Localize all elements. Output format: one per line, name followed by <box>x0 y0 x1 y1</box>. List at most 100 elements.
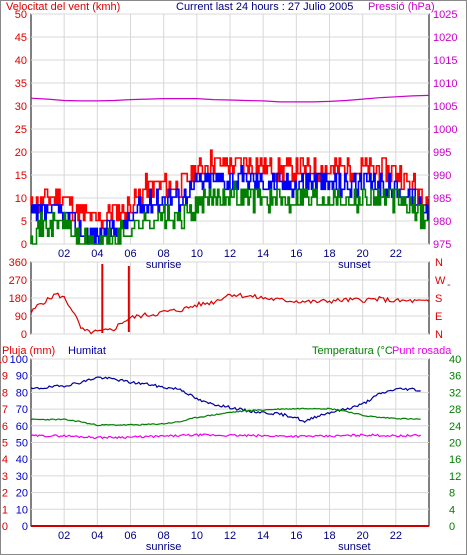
pressure-axis-tick: 985 <box>433 193 451 205</box>
temperature-axis-tick: 0 <box>449 521 455 533</box>
dewpoint-series <box>30 433 422 440</box>
temperature-axis-tick: 20 <box>449 438 461 450</box>
pressure-title: Pressió (hPa) <box>368 1 435 13</box>
hour-tick-label: 06 <box>124 248 136 260</box>
rain-axis-tick: 8 <box>2 387 8 399</box>
wind-axis-tick: 10 <box>15 193 27 205</box>
temperature-axis-tick: 4 <box>449 504 455 516</box>
temperature-legend: Temperatura (°C <box>312 345 393 357</box>
pressure-axis-tick: 995 <box>433 147 451 159</box>
hour-tick-label: 04 <box>91 530 103 542</box>
wind-axis-tick: 45 <box>15 32 27 44</box>
humidity-axis-tick: 30 <box>16 471 28 483</box>
pressure-axis-tick: 1000 <box>433 124 457 136</box>
sunrise-label: sunrise <box>146 541 181 553</box>
dewpoint-legend: Punt rosada <box>392 345 452 357</box>
rain-axis-tick: 6 <box>2 421 8 433</box>
hour-tick-label: 12 <box>224 530 236 542</box>
hour-tick-label: 20 <box>357 530 369 542</box>
hour-tick-label: 06 <box>124 530 136 542</box>
temperature-axis-tick: 16 <box>449 454 461 466</box>
temperature-axis-tick: 40 <box>449 354 461 366</box>
hour-tick-label: 08 <box>158 530 170 542</box>
humidity-axis-tick: 50 <box>16 438 28 450</box>
humidity-legend: Humitat <box>68 345 106 357</box>
rain-axis-tick: 9 <box>2 371 8 383</box>
chart-period-title: Current last 24 hours : 27 Julio 2005 <box>176 1 353 13</box>
wind-gust-series <box>30 149 429 230</box>
humidity-axis-tick: 90 <box>16 371 28 383</box>
hour-tick-label: 18 <box>323 248 335 260</box>
sunset-label: sunset <box>338 541 370 553</box>
pressure-axis-tick: 1025 <box>433 9 457 21</box>
humidity-series <box>30 376 421 423</box>
wind-axis-tick: 25 <box>15 124 27 136</box>
pressure-axis-tick: 980 <box>433 216 451 228</box>
hour-tick-label: 02 <box>58 530 70 542</box>
humidity-axis-tick: 80 <box>16 387 28 399</box>
compass-axis-tick: E <box>435 311 442 323</box>
grid-layer <box>31 13 429 527</box>
hour-tick-label: 12 <box>224 248 236 260</box>
direction-axis-tick: 180 <box>9 293 27 305</box>
temperature-axis-tick: 12 <box>449 471 461 483</box>
rain-axis-tick: 4 <box>2 454 8 466</box>
wind-axis-tick: 30 <box>15 101 27 113</box>
temperature-axis-tick: 8 <box>449 488 455 500</box>
wind-axis-tick: 5 <box>21 216 27 228</box>
hour-tick-label: 20 <box>357 248 369 260</box>
pressure-axis-tick: 990 <box>433 170 451 182</box>
humidity-axis-tick: 20 <box>16 488 28 500</box>
wind-axis-tick: 20 <box>15 147 27 159</box>
direction-axis-tick: 90 <box>15 311 27 323</box>
temperature-axis-tick: 36 <box>449 371 461 383</box>
rain-legend: Pluja (mm) <box>2 345 55 357</box>
hour-tick-label: 04 <box>91 248 103 260</box>
pressure-series <box>30 94 430 103</box>
rain-axis-tick: 5 <box>2 438 8 450</box>
series-layer <box>30 94 430 527</box>
pressure-axis-tick: 1010 <box>433 78 457 90</box>
compass-separator: - <box>447 279 451 291</box>
temperature-series <box>30 407 421 427</box>
wind-speed-title: Velocitat del vent (kmh) <box>6 1 120 13</box>
rain-axis-tick: 2 <box>2 488 8 500</box>
rain-axis-tick: 10 <box>0 354 8 366</box>
hour-tick-label: 18 <box>323 530 335 542</box>
wind-direction-series <box>30 292 430 335</box>
hour-tick-label: 02 <box>58 248 70 260</box>
rain-axis-tick: 0 <box>2 521 8 533</box>
humidity-axis-tick: 100 <box>10 354 28 366</box>
rain-axis-tick: 1 <box>2 504 8 516</box>
sunrise-label: sunrise <box>146 259 181 271</box>
humidity-axis-tick: 0 <box>22 521 28 533</box>
hour-tick-label: 08 <box>158 248 170 260</box>
hour-tick-label: 16 <box>290 248 302 260</box>
hour-tick-label: 14 <box>257 248 269 260</box>
humidity-axis-tick: 10 <box>16 504 28 516</box>
rain-axis-tick: 7 <box>2 404 8 416</box>
wind-min-series <box>30 180 429 245</box>
humidity-axis-tick: 40 <box>16 454 28 466</box>
wind-axis-tick: 0 <box>21 239 27 251</box>
temperature-axis-tick: 28 <box>449 404 461 416</box>
hour-tick-label: 10 <box>191 530 203 542</box>
rain-axis-tick: 3 <box>2 471 8 483</box>
direction-axis-tick: 360 <box>9 257 27 269</box>
compass-axis-tick: S <box>435 293 442 305</box>
compass-axis-tick: N <box>435 257 443 269</box>
pressure-axis-tick: 1015 <box>433 55 457 67</box>
hour-tick-label: 22 <box>390 530 402 542</box>
wind-axis-tick: 15 <box>15 170 27 182</box>
wind-axis-tick: 40 <box>15 55 27 67</box>
pressure-axis-tick: 1020 <box>433 32 457 44</box>
compass-axis-tick: N <box>435 329 443 341</box>
hour-tick-label: 10 <box>191 248 203 260</box>
wind-average-series <box>31 165 429 245</box>
direction-axis-tick: 0 <box>21 329 27 341</box>
wind-axis-tick: 35 <box>15 78 27 90</box>
temperature-axis-tick: 24 <box>449 421 461 433</box>
